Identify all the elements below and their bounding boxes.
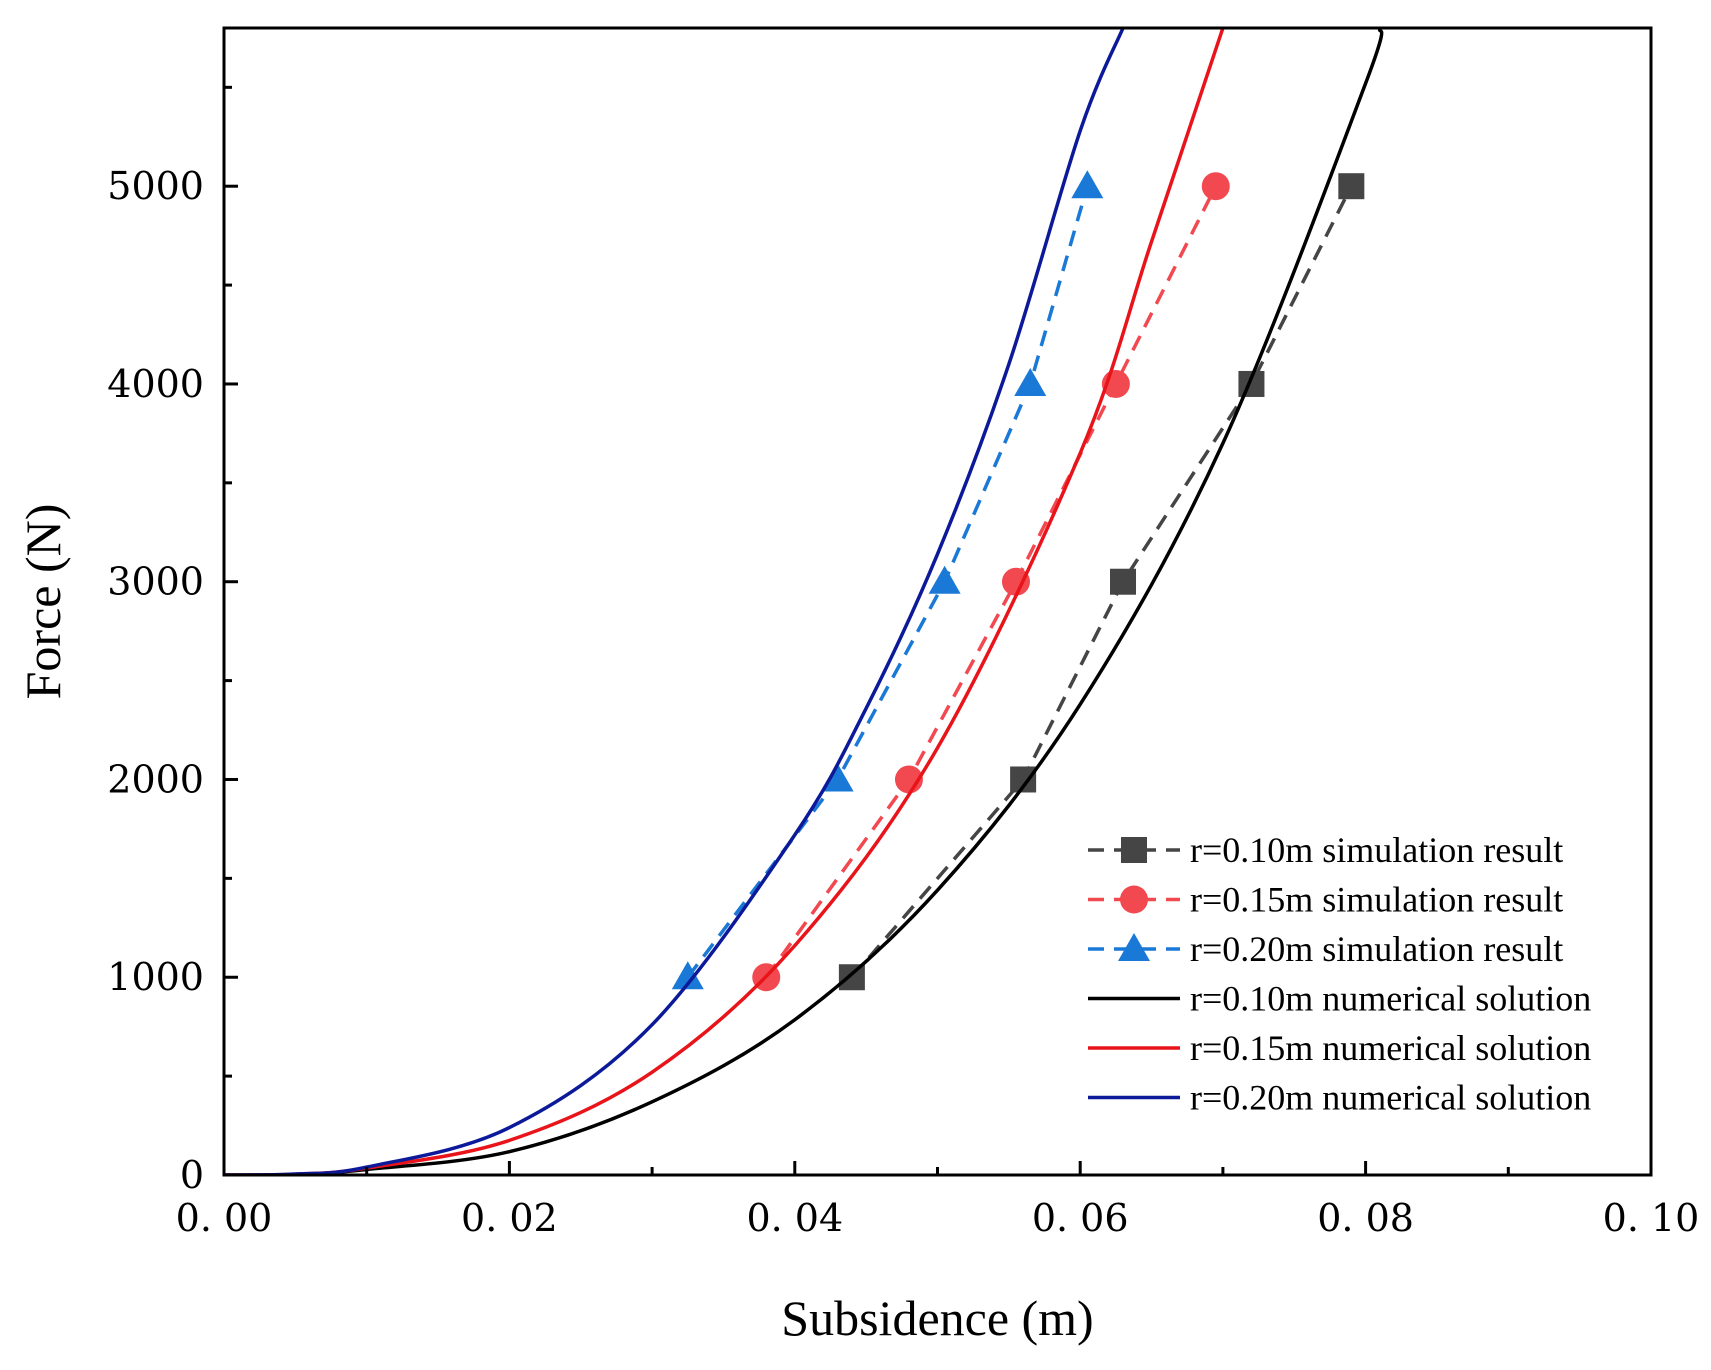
x-tick-label: 0. 04: [746, 1196, 843, 1240]
data-point-square: [1110, 568, 1137, 595]
data-point-triangle: [671, 961, 704, 990]
legend: r=0.10m simulation result r=0.15m simulat…: [1088, 830, 1591, 1118]
legend-label: r=0.10m numerical solution: [1190, 979, 1591, 1019]
data-point-triangle: [821, 763, 854, 792]
x-axis-title: Subsidence (m): [781, 1290, 1093, 1346]
legend-label: r=0.20m simulation result: [1190, 929, 1563, 969]
series-line: [764, 185, 1218, 979]
y-tick-label: 1000: [107, 955, 204, 999]
legend-swatch-circle: [1120, 885, 1148, 914]
data-point-circle: [1201, 172, 1230, 201]
x-tick-label: 0. 02: [461, 1196, 558, 1240]
x-tick-label: 0. 00: [176, 1196, 273, 1240]
legend-item: r=0.10m numerical solution: [1088, 979, 1591, 1019]
y-tick-label: 3000: [107, 560, 204, 604]
series-r-0-20m-simulation-result: [671, 170, 1104, 990]
series-line: [224, 28, 1125, 1175]
x-tick-label: 0. 08: [1317, 1196, 1414, 1240]
legend-item: r=0.15m simulation result: [1088, 880, 1563, 920]
data-point-square: [1338, 173, 1365, 200]
series-r-0-15m-simulation-result: [752, 172, 1230, 992]
legend-label: r=0.15m simulation result: [1190, 880, 1563, 920]
legend-item: r=0.10m simulation result: [1088, 830, 1563, 870]
legend-item: r=0.20m numerical solution: [1088, 1078, 1591, 1118]
y-tick-label: 0: [180, 1153, 204, 1197]
data-point-triangle: [928, 565, 961, 594]
series-line: [224, 28, 1384, 1175]
y-axis-title: Force (N): [15, 504, 71, 700]
data-point-triangle: [1014, 367, 1047, 396]
legend-label: r=0.20m numerical solution: [1190, 1078, 1591, 1118]
series-r-0-20m-numerical-solution: [224, 28, 1125, 1175]
y-tick-label: 5000: [107, 164, 204, 208]
data-point-triangle: [1071, 170, 1104, 199]
data-point-circle: [1001, 567, 1030, 596]
series-r-0-15m-numerical-solution: [224, 28, 1225, 1175]
y-tick-label: 2000: [107, 757, 204, 801]
legend-swatch-triangle: [1118, 933, 1150, 961]
legend-swatch-square: [1121, 837, 1147, 863]
series-r-0-10m-numerical-solution: [224, 28, 1384, 1175]
legend-label: r=0.10m simulation result: [1190, 830, 1563, 870]
y-tick-label: 4000: [107, 362, 204, 406]
series-r-0-10m-simulation-result: [838, 173, 1365, 991]
x-tick-label: 0. 10: [1603, 1196, 1700, 1240]
legend-item: r=0.20m simulation result: [1088, 929, 1563, 969]
series-line: [224, 28, 1225, 1175]
legend-label: r=0.15m numerical solution: [1190, 1028, 1591, 1068]
legend-item: r=0.15m numerical solution: [1088, 1028, 1591, 1068]
x-tick-label: 0. 06: [1032, 1196, 1129, 1240]
